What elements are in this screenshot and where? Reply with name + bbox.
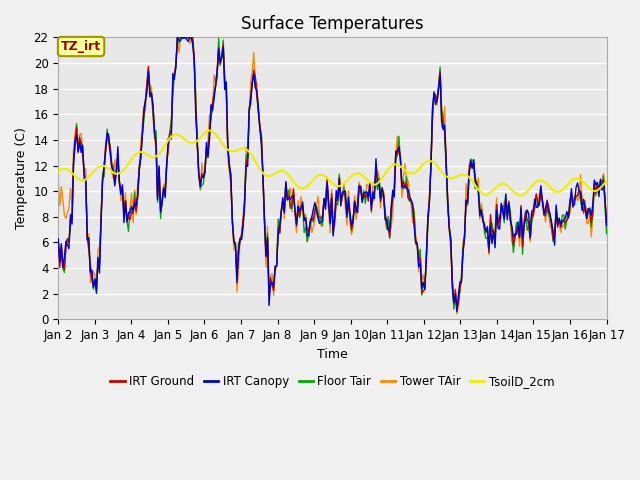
Y-axis label: Temperature (C): Temperature (C) — [15, 127, 28, 229]
Legend: IRT Ground, IRT Canopy, Floor Tair, Tower TAir, TsoilD_2cm: IRT Ground, IRT Canopy, Floor Tair, Towe… — [106, 370, 559, 393]
Text: TZ_irt: TZ_irt — [61, 40, 101, 53]
Title: Surface Temperatures: Surface Temperatures — [241, 15, 424, 33]
X-axis label: Time: Time — [317, 348, 348, 360]
